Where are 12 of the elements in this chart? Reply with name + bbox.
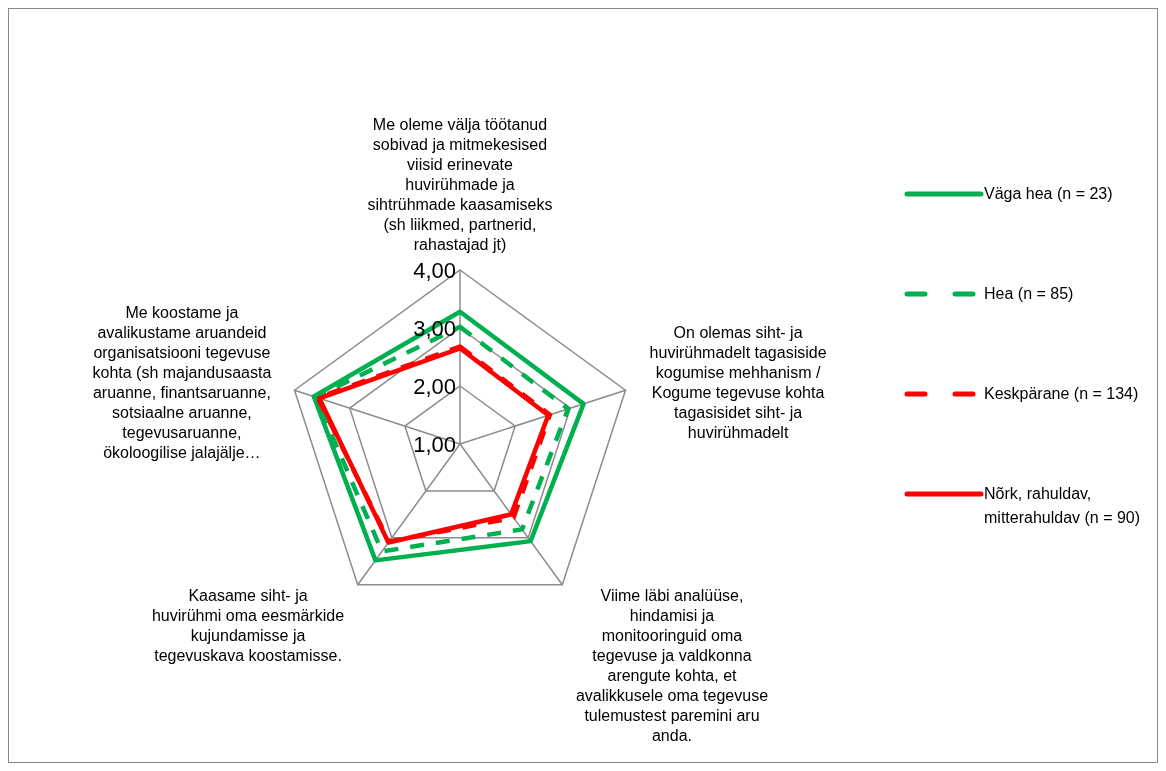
legend-label: Väga hea (n = 23) [984,184,1114,204]
spoke-label: Viime läbi analüüse, hindamisi ja monitooringuid oma tegevuse ja valdkonna arengute kohta, et avalikkusele oma tegevuse tulemustest paremini aru anda. [575,587,769,745]
legend-label: Keskpärane (n = 134) [984,384,1140,404]
spoke-label: Me oleme välja töötanud sobivad ja mitmekesised viisid erinevate huvirühmade ja sihtrühmade kaasamiseks (sh liikmed, partnerid, rahastajad jt) [367,116,553,253]
y-tick-label: 4,00 [413,258,456,283]
spoke-label: On olemas siht- ja huvirühmadelt tagasiside kogumise mehhanism / Kogume tegevuse kohta tagasisidet siht- ja huvirühmadelt [649,323,827,441]
spoke-label: Me koostame ja avalikustame aruandeid organisatsiooni tegevuse kohta (sh majandusaasta aruanne, finantsaruanne, sotsiaalne aruanne, tegevusaruanne, ökoloogilise jalajälje… [92,303,272,461]
legend-label: Hea (n = 85) [984,284,1075,304]
y-tick-label: 1,00 [413,432,456,457]
y-tick-label: 2,00 [413,374,456,399]
spoke-label: Kaasame siht- ja huvirühmi oma eesmärkide kujundamisse ja tegevuskava koostamisse. [151,587,345,665]
legend-label: Nõrk, rahuldav, mitterahuldav (n = 90) [984,484,1142,528]
